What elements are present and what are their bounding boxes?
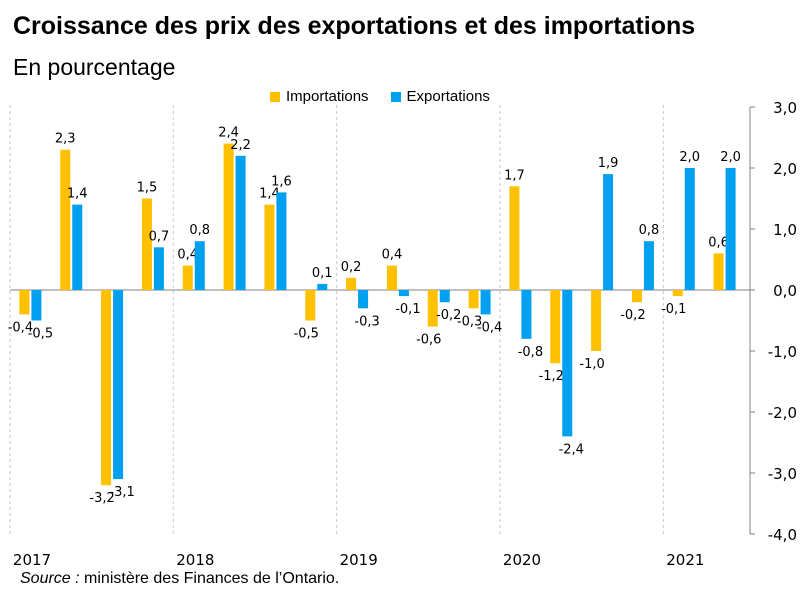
data-label-exportations: 2,0 — [679, 150, 700, 165]
bar-importations — [468, 290, 479, 309]
bar-importations — [713, 253, 724, 290]
bar-exportations — [603, 174, 614, 290]
data-label-importations: 2,3 — [55, 132, 76, 147]
source-note: Source : ministère des Finances de l’Ont… — [20, 570, 339, 588]
bar-exportations — [562, 290, 573, 437]
bar-exportations — [725, 168, 736, 290]
source-text: ministère des Finances de l’Ontario. — [79, 570, 340, 587]
bar-importations — [101, 290, 112, 486]
data-label-exportations: -0,2 — [436, 308, 461, 323]
y-tick-label: 0,0 — [773, 282, 797, 300]
data-label-exportations: 1,9 — [598, 156, 619, 171]
data-label-exportations: 2,0 — [720, 150, 741, 165]
bar-importations — [182, 265, 193, 290]
y-tick-label: -3,0 — [768, 465, 797, 483]
data-label-importations: 0,6 — [708, 235, 729, 250]
data-label-importations: -0,6 — [416, 333, 441, 348]
bar-exportations — [194, 241, 205, 290]
legend-label-exportations: Exportations — [406, 88, 490, 105]
data-label-importations: -0,1 — [661, 302, 686, 317]
data-label-importations: 0,2 — [341, 260, 362, 275]
data-label-importations: -1,2 — [539, 369, 564, 384]
bar-exportations — [358, 290, 369, 309]
data-label-importations: -0,3 — [457, 314, 482, 329]
bar-importations — [60, 149, 71, 290]
legend-swatch-importations — [270, 91, 280, 102]
source-label: Source : — [20, 570, 80, 587]
bar-importations — [386, 265, 397, 290]
x-year-label: 2020 — [503, 551, 541, 569]
y-tick-label: -2,0 — [768, 404, 797, 422]
data-label-exportations: 2,2 — [230, 138, 251, 153]
bar-exportations — [153, 247, 164, 290]
y-tick-label: -4,0 — [768, 526, 797, 544]
data-label-exportations: -0,8 — [518, 345, 543, 360]
data-label-importations: 1,5 — [137, 181, 158, 196]
chart-title: Croissance des prix des exportations et … — [13, 12, 696, 40]
data-label-exportations: 0,8 — [639, 223, 660, 238]
x-year-label: 2018 — [176, 551, 214, 569]
data-label-exportations: 1,6 — [271, 174, 292, 189]
data-label-exportations: -2,4 — [559, 442, 584, 457]
bar-exportations — [521, 290, 532, 339]
bar-exportations — [643, 241, 654, 290]
data-label-importations: -3,2 — [89, 491, 114, 506]
data-label-exportations: 0,7 — [149, 229, 170, 244]
data-label-exportations: -0,4 — [477, 320, 502, 335]
bar-importations — [346, 277, 357, 290]
bar-importations — [305, 290, 316, 321]
bar-exportations — [113, 290, 124, 480]
data-label-importations: -0,4 — [8, 320, 33, 335]
bar-importations — [427, 290, 438, 327]
data-label-exportations: -0,5 — [28, 327, 53, 342]
bar-exportations — [72, 204, 83, 290]
y-tick-label: 2,0 — [773, 160, 797, 178]
bar-exportations — [439, 290, 450, 303]
data-label-importations: 0,4 — [382, 248, 403, 263]
data-label-importations: -1,0 — [579, 357, 604, 372]
legend-item-importations: Importations — [270, 88, 369, 105]
data-label-exportations: -0,1 — [395, 302, 420, 317]
x-year-label: 2017 — [13, 551, 51, 569]
bar-exportations — [684, 168, 695, 290]
bar-importations — [591, 290, 602, 351]
legend-label-importations: Importations — [286, 88, 369, 105]
bar-importations — [631, 290, 642, 303]
bar-importations — [223, 143, 234, 290]
bar-exportations — [276, 192, 287, 290]
x-year-label: 2019 — [340, 551, 378, 569]
chart-subtitle: En pourcentage — [13, 54, 176, 80]
bar-exportations — [398, 290, 409, 297]
data-label-importations: 1,4 — [259, 187, 280, 202]
bar-importations — [264, 204, 275, 290]
y-tick-label: 3,0 — [773, 99, 797, 117]
bar-importations — [550, 290, 561, 364]
bar-importations — [19, 290, 30, 315]
x-year-label: 2021 — [666, 551, 704, 569]
bar-importations — [672, 290, 683, 297]
data-label-importations: -0,5 — [294, 327, 319, 342]
legend: Importations Exportations — [270, 88, 512, 105]
data-label-importations: 2,4 — [218, 126, 239, 141]
y-tick-label: -1,0 — [768, 343, 797, 361]
legend-swatch-exportations — [390, 91, 401, 102]
bar-importations — [509, 186, 520, 290]
data-label-importations: 1,7 — [504, 168, 525, 183]
bar-exportations — [31, 290, 42, 321]
data-label-importations: 0,4 — [177, 248, 198, 263]
bar-exportations — [235, 155, 246, 290]
bar-exportations — [317, 283, 328, 290]
data-label-exportations: 1,4 — [67, 187, 88, 202]
bar-exportations — [480, 290, 491, 315]
data-label-exportations: -0,3 — [354, 314, 379, 329]
data-label-importations: -0,2 — [620, 308, 645, 323]
data-label-exportations: 0,1 — [312, 266, 333, 281]
data-label-exportations: 0,8 — [189, 223, 210, 238]
legend-item-exportations: Exportations — [390, 88, 490, 105]
bar-importations — [141, 198, 152, 290]
y-tick-label: 1,0 — [773, 221, 797, 239]
data-label-exportations: -3,1 — [109, 485, 134, 500]
